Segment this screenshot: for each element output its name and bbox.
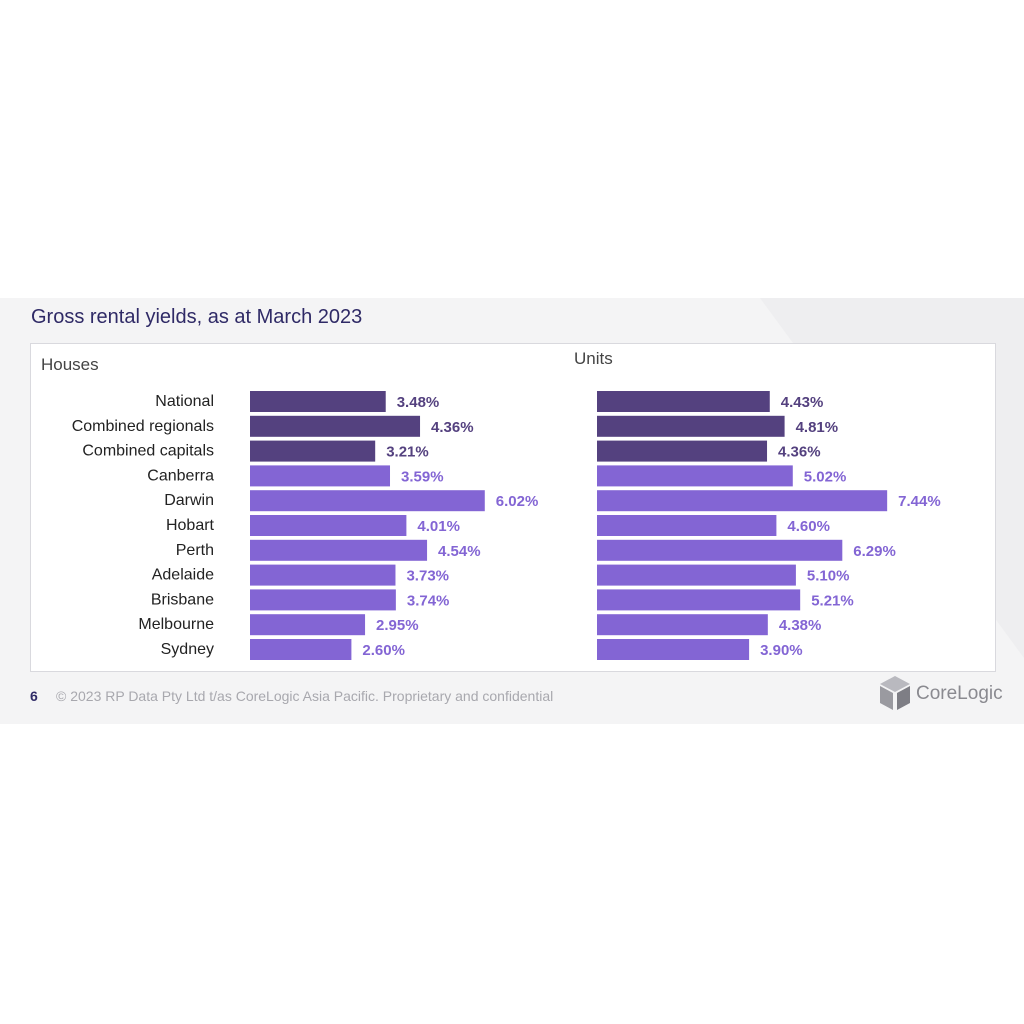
bar-charts: Houses 3.48% National 4.36% Combined regiona…	[41, 349, 941, 660]
category-label: Perth	[176, 542, 214, 559]
units-bar	[597, 614, 768, 636]
houses-bar	[250, 515, 407, 536]
units-value-label: 5.21%	[811, 592, 854, 609]
units-bar	[597, 391, 770, 412]
houses-value-label: 2.95%	[376, 617, 419, 634]
page-number: 6	[30, 688, 38, 704]
units-bar	[597, 490, 888, 512]
chart-title: Gross rental yields, as at March 2023	[31, 306, 363, 328]
units-bar	[597, 515, 777, 536]
houses-value-label: 3.48%	[397, 394, 440, 411]
houses-value-label: 3.59%	[401, 468, 444, 485]
slide: Gross rental yields, as at March 2023 Ho…	[0, 298, 1024, 724]
units-value-label: 4.36%	[778, 444, 821, 461]
houses-bar	[250, 391, 386, 412]
corelogic-cube-icon	[880, 676, 910, 710]
units-bar	[597, 564, 796, 586]
chart-panel: Houses 3.48% National 4.36% Combined regiona…	[30, 343, 996, 672]
units-bar	[597, 589, 801, 611]
corelogic-logo: CoreLogic	[878, 674, 1018, 714]
units-bar	[597, 639, 750, 660]
houses-bar	[250, 639, 352, 660]
houses-value-label: 4.36%	[431, 419, 474, 436]
units-bar	[597, 465, 793, 487]
logo-text: CoreLogic	[916, 683, 1003, 704]
category-label: Adelaide	[152, 567, 214, 584]
units-value-label: 4.60%	[787, 518, 830, 535]
houses-bar	[250, 415, 421, 437]
units-bar	[597, 415, 785, 437]
houses-bar	[250, 564, 396, 586]
houses-bar	[250, 539, 428, 561]
units-value-label: 6.29%	[853, 543, 896, 560]
category-label: Brisbane	[151, 591, 214, 608]
houses-value-label: 3.21%	[386, 444, 429, 461]
category-label: Hobart	[166, 517, 215, 534]
category-label: National	[155, 393, 214, 410]
units-value-label: 7.44%	[898, 493, 941, 510]
houses-value-label: 4.54%	[438, 543, 481, 560]
category-label: Melbourne	[138, 616, 214, 633]
houses-value-label: 4.01%	[417, 518, 460, 535]
units-bar	[597, 440, 768, 462]
houses-bar	[250, 614, 366, 636]
units-bar	[597, 539, 843, 561]
copyright-text: © 2023 RP Data Pty Ltd t/as CoreLogic As…	[56, 688, 554, 704]
houses-chart-title: Houses	[41, 355, 99, 374]
units-value-label: 3.90%	[760, 642, 803, 659]
units-value-label: 5.10%	[807, 568, 850, 585]
units-value-label: 4.43%	[781, 394, 824, 411]
houses-bar	[250, 490, 485, 512]
houses-bar	[250, 465, 391, 487]
units-value-label: 5.02%	[804, 468, 847, 485]
houses-bar	[250, 440, 376, 462]
units-value-label: 4.81%	[796, 419, 839, 436]
category-label: Sydney	[161, 641, 214, 658]
category-label: Canberra	[147, 467, 214, 484]
units-value-label: 4.38%	[779, 617, 822, 634]
houses-value-label: 2.60%	[362, 642, 405, 659]
houses-value-label: 3.74%	[407, 592, 450, 609]
houses-value-label: 6.02%	[496, 493, 539, 510]
units-chart-title: Units	[574, 349, 613, 368]
category-label: Darwin	[164, 492, 214, 509]
houses-bar	[250, 589, 396, 611]
category-label: Combined capitals	[82, 443, 214, 460]
category-label: Combined regionals	[72, 418, 214, 435]
houses-value-label: 3.73%	[406, 568, 449, 585]
